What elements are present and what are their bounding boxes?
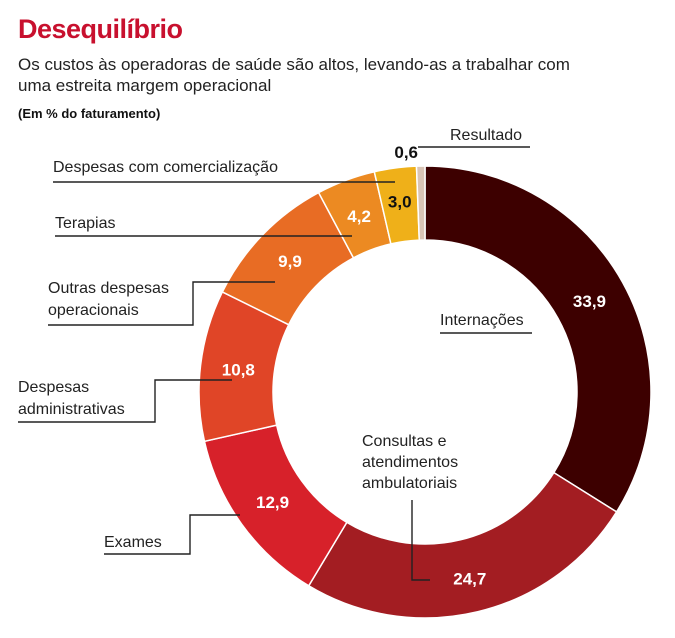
value-terapias: 4,2	[347, 207, 371, 226]
value-despesas-administrativas: 10,8	[222, 361, 255, 380]
slice-internacoes	[424, 165, 652, 513]
value-despesas-com-comercializacao: 3,0	[388, 193, 412, 212]
leader-lines	[18, 146, 532, 581]
value-exames: 12,9	[256, 493, 289, 512]
value-internacoes: 33,9	[573, 292, 606, 311]
label-despesas-administrativas: Despesas administrativasDespesas administ…	[18, 379, 125, 418]
value-consultas-e-atendimentos-ambulatoriais: 24,7	[453, 570, 486, 589]
slice-values: 33,9 24,7 12,9 10,8 9,9 4,2 3,0 0,6	[222, 143, 606, 589]
label-exames: ExamesExames	[104, 534, 162, 551]
slice-resultado	[415, 165, 426, 241]
label-despesas-com-comercializacao: Despesas com comercializaçãoDespesas com…	[53, 159, 278, 176]
label-consultas-e-atendimentos-ambulatoriais: Consultas e atendimentos ambulatoriaisCons…	[362, 433, 458, 492]
leader-exames	[104, 514, 240, 555]
label-internacoes: InternaçõesInternações	[440, 312, 524, 329]
slice-labels: InternaçõesInternações Consultas e atendim…	[18, 127, 524, 551]
donut-slices	[198, 165, 652, 619]
label-resultado: ResultadoResultado	[450, 127, 522, 144]
value-resultado: 0,6	[394, 143, 418, 162]
label-outras-despesas-operacionais: Outras despesas operacionaisOutras despes…	[48, 280, 169, 319]
leader-consultas-e-atendimentos-ambulatoriais	[411, 500, 430, 581]
chart-title: Desequilíbrio	[18, 14, 183, 44]
unit-note: (Em % do faturamento)	[18, 106, 161, 121]
leader-despesas-administrativas	[18, 379, 232, 423]
value-outras-despesas-operacionais: 9,9	[278, 252, 302, 271]
label-terapias: TerapiasTerapias	[55, 215, 115, 232]
leader-outras-despesas-operacionais	[48, 281, 275, 326]
chart-subtitle: Os custos às operadoras de saúde são alt…	[18, 55, 570, 95]
slice-consultas-e-atendimentos-ambulatoriais	[307, 471, 618, 619]
